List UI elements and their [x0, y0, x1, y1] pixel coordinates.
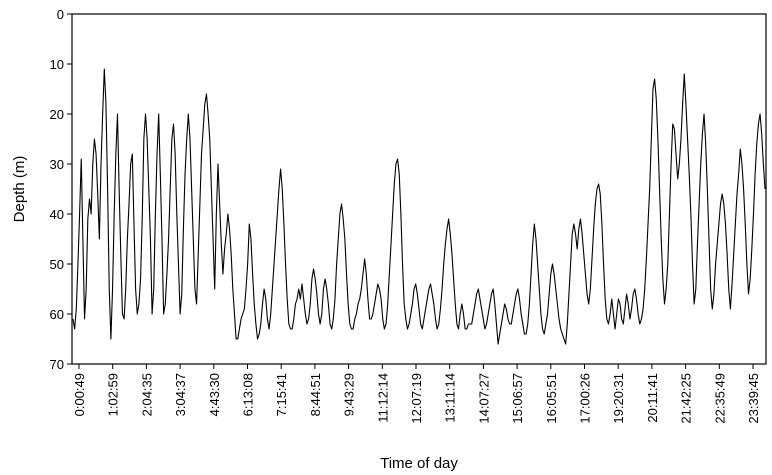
x-tick-label: 2:04:35	[139, 373, 154, 416]
x-tick-label: 17:00:26	[578, 373, 593, 424]
y-axis-title: Depth (m)	[11, 156, 28, 223]
plot-frame	[71, 13, 767, 365]
x-tick-label: 23:39:45	[746, 373, 761, 424]
x-tick-label: 7:15:41	[274, 373, 289, 416]
x-tick-label: 16:05:51	[544, 373, 559, 424]
x-tick-label: 22:35:49	[712, 373, 727, 424]
y-tick-label: 50	[50, 257, 64, 272]
x-tick-label: 11:12:14	[375, 373, 390, 423]
x-tick-label: 1:02:59	[106, 373, 121, 416]
x-axis: 0:00:49 1:02:59 2:04:35 3:04:37 4:43:30 6:13:…	[72, 364, 761, 424]
x-tick-label: 20:11:41	[645, 373, 660, 423]
y-axis: 0 10 20 30 40 50 60 70	[50, 7, 72, 372]
x-tick-label: 21:42:25	[679, 373, 694, 424]
y-tick-label: 40	[50, 207, 64, 222]
x-tick-label: 15:06:57	[510, 373, 525, 424]
x-tick-label: 4:43:30	[207, 373, 222, 416]
x-tick-label: 9:43:29	[342, 373, 357, 416]
x-tick-label: 8:44:51	[308, 373, 323, 416]
x-tick-label: 13:11:14	[443, 373, 458, 423]
y-tick-label: 60	[50, 307, 64, 322]
x-tick-label: 6:13:08	[241, 373, 256, 416]
x-tick-label: 0:00:49	[72, 373, 87, 416]
y-tick-label: 30	[50, 157, 64, 172]
x-axis-title: Time of day	[380, 455, 458, 472]
y-tick-label: 70	[50, 357, 64, 372]
x-tick-label: 3:04:37	[173, 373, 188, 416]
x-tick-label: 19:20:31	[611, 373, 626, 424]
x-tick-label: 12:07:19	[409, 373, 424, 424]
y-tick-label: 10	[50, 57, 64, 72]
depth-series-line	[72, 68, 766, 345]
y-tick-label: 20	[50, 107, 64, 122]
x-tick-label: 14:07:27	[476, 373, 491, 424]
y-tick-label: 0	[57, 7, 64, 22]
